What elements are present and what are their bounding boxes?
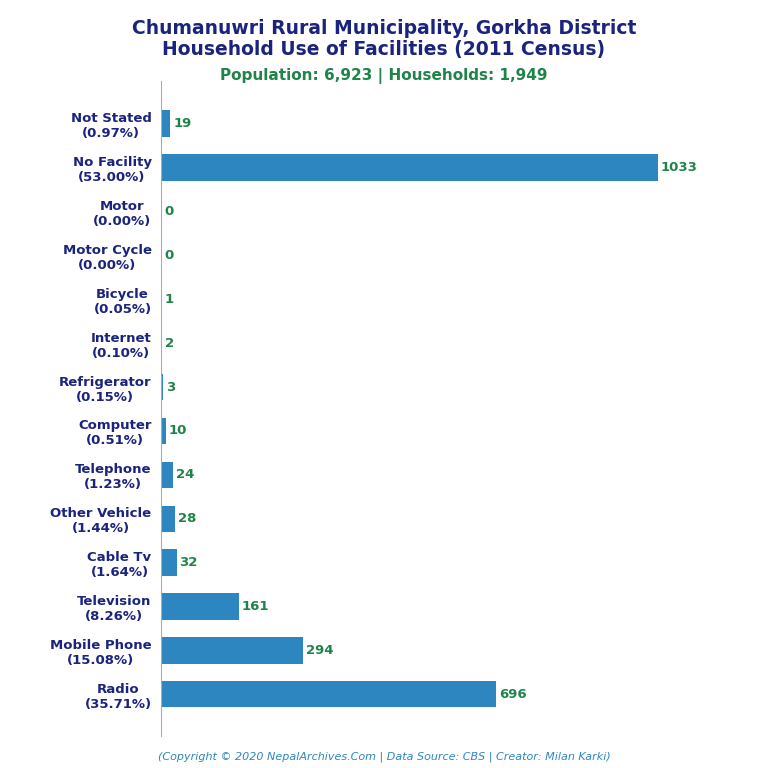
Bar <box>161 681 496 707</box>
Bar <box>161 462 173 488</box>
Text: 10: 10 <box>169 425 187 438</box>
Bar <box>161 505 175 532</box>
Text: 0: 0 <box>164 205 174 218</box>
Bar <box>161 418 166 444</box>
Text: Chumanuwri Rural Municipality, Gorkha District: Chumanuwri Rural Municipality, Gorkha Di… <box>132 19 636 38</box>
Text: 3: 3 <box>166 380 175 393</box>
Text: 1033: 1033 <box>661 161 698 174</box>
Bar <box>161 154 658 180</box>
Text: 28: 28 <box>177 512 196 525</box>
Bar <box>161 111 170 137</box>
Bar <box>161 549 177 576</box>
Text: 696: 696 <box>499 688 526 700</box>
Text: 161: 161 <box>242 600 269 613</box>
Bar <box>161 374 163 400</box>
Text: 0: 0 <box>164 249 174 262</box>
Text: 2: 2 <box>165 336 174 349</box>
Text: 294: 294 <box>306 644 333 657</box>
Text: 1: 1 <box>164 293 174 306</box>
Text: 32: 32 <box>180 556 198 569</box>
Bar <box>161 330 162 356</box>
Bar <box>161 637 303 664</box>
Text: Household Use of Facilities (2011 Census): Household Use of Facilities (2011 Census… <box>163 40 605 59</box>
Text: (Copyright © 2020 NepalArchives.Com | Data Source: CBS | Creator: Milan Karki): (Copyright © 2020 NepalArchives.Com | Da… <box>157 751 611 762</box>
Text: 19: 19 <box>174 118 191 130</box>
Text: Population: 6,923 | Households: 1,949: Population: 6,923 | Households: 1,949 <box>220 68 548 84</box>
Text: 24: 24 <box>176 468 194 482</box>
Bar <box>161 594 239 620</box>
